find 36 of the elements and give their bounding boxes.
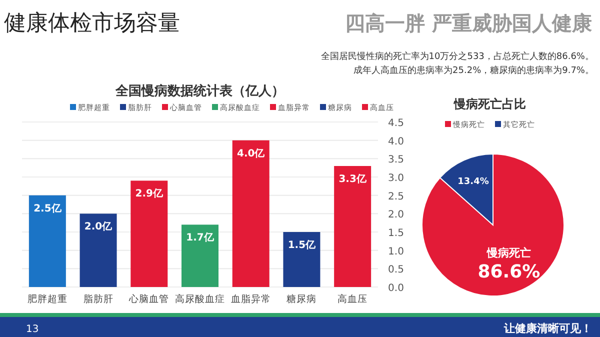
y-tick-label: 0.5 <box>388 264 404 276</box>
x-tick-label: 肥胖超重 <box>27 293 68 305</box>
data-label: 86.6% <box>478 262 540 283</box>
text: 健康体检市场容量 <box>4 11 180 36</box>
y-tick-label: 4.5 <box>388 118 404 129</box>
y-tick-label: 3.0 <box>388 173 404 184</box>
data-label: 2.0亿 <box>84 220 114 233</box>
x-tick-label: 高尿酸血症 <box>175 293 225 305</box>
y-tick-label: 2.0 <box>388 210 404 221</box>
slice-label: 慢病死亡 <box>486 246 531 260</box>
text: 全国居民慢性病的死亡率为10万分之533，占总死亡人数的86.6%。 <box>320 51 594 62</box>
data-label: 13.4% <box>458 176 489 187</box>
chart-title: 全国慢病数据统计表（亿人） <box>114 83 284 99</box>
data-label: 2.5亿 <box>34 202 62 214</box>
x-tick-label: 糖尿病 <box>286 293 317 305</box>
chart-title: 慢病死亡占比 <box>453 97 526 111</box>
x-tick-label: 血脂异常 <box>230 293 271 305</box>
y-tick-label: 2.5 <box>388 191 404 202</box>
x-tick-label: 心脑血管 <box>128 293 170 305</box>
data-label: 4.0亿 <box>237 147 266 160</box>
data-label: 2.9亿 <box>135 188 164 200</box>
y-tick-label: 1.5 <box>388 228 404 239</box>
data-label: 1.7亿 <box>186 232 215 244</box>
text: 成年人高血压的患病率为25.2%，糖尿病的患病率为9.7%。 <box>354 65 594 76</box>
text: 四高一胖 严重威胁国人健康 <box>345 11 593 35</box>
x-tick-label: 高血压 <box>338 293 368 305</box>
pie-slice <box>422 154 564 296</box>
y-tick-label: 0.0 <box>388 283 404 294</box>
text: 13 <box>26 324 39 335</box>
y-tick-label: 4.0 <box>388 136 404 148</box>
text: 让健康清晰可见！ <box>503 322 592 335</box>
x-tick-label: 脂肪肝 <box>83 293 114 305</box>
y-tick-label: 3.5 <box>388 154 404 166</box>
y-tick-label: 1.0 <box>388 246 404 258</box>
data-label: 1.5亿 <box>288 239 317 251</box>
data-label: 3.3亿 <box>338 173 368 185</box>
